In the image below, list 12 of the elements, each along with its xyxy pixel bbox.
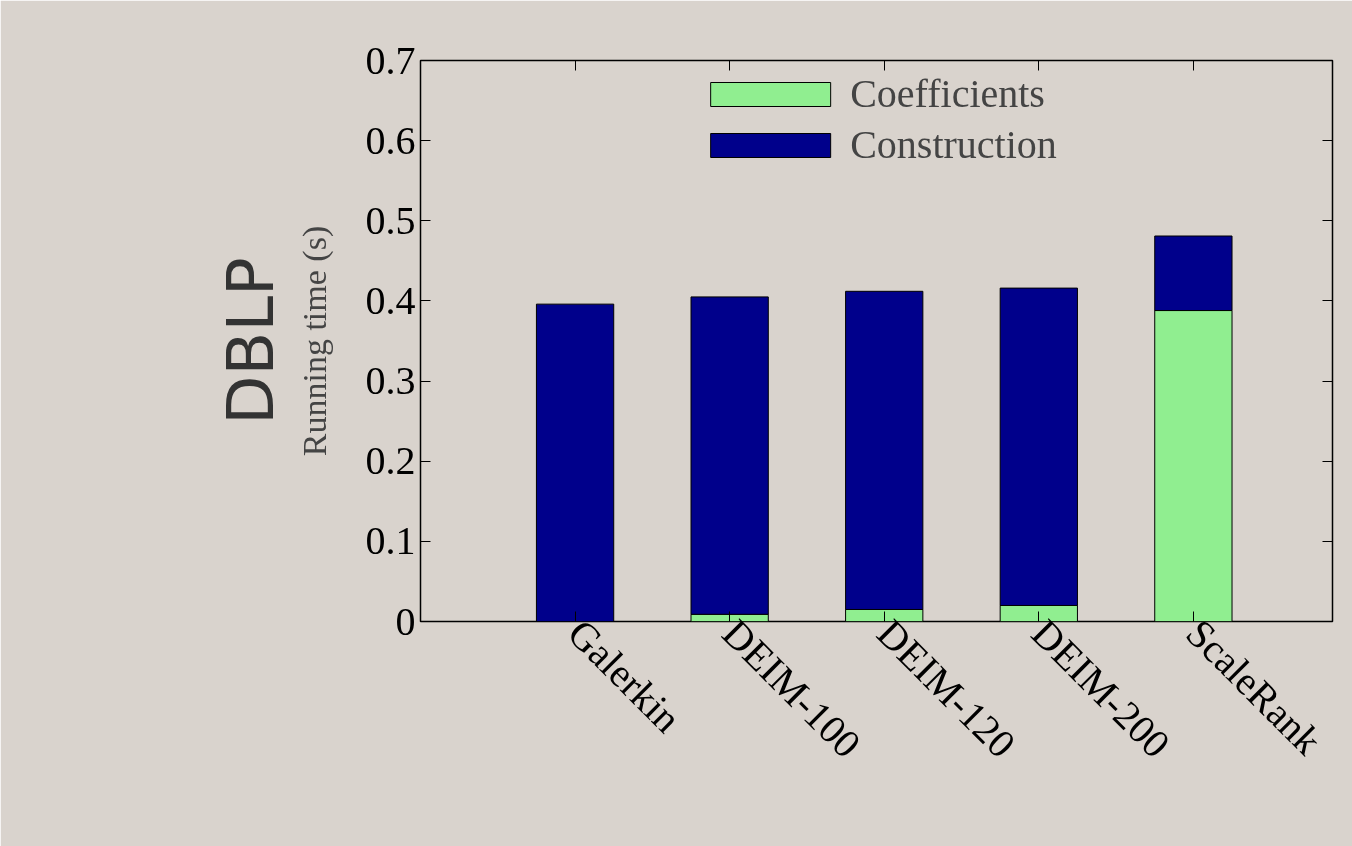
y-tick-label: 0.4 xyxy=(365,277,416,323)
y-tick-label: 0.6 xyxy=(365,117,416,163)
text: DBLP xyxy=(213,257,288,425)
y-tick-label: 0.1 xyxy=(365,518,416,564)
y-tick-label: 0.3 xyxy=(365,358,416,404)
y-tick-label: 0.7 xyxy=(365,37,416,83)
y-tick-label: 0.5 xyxy=(365,197,416,243)
y-tick-label: 0 xyxy=(395,598,416,644)
y-axis-title: Running time (s) xyxy=(295,225,334,457)
y-tick-label: 0.2 xyxy=(365,438,416,484)
legend-label: Construction xyxy=(850,121,1057,168)
legend-label: Coefficients xyxy=(850,70,1045,117)
